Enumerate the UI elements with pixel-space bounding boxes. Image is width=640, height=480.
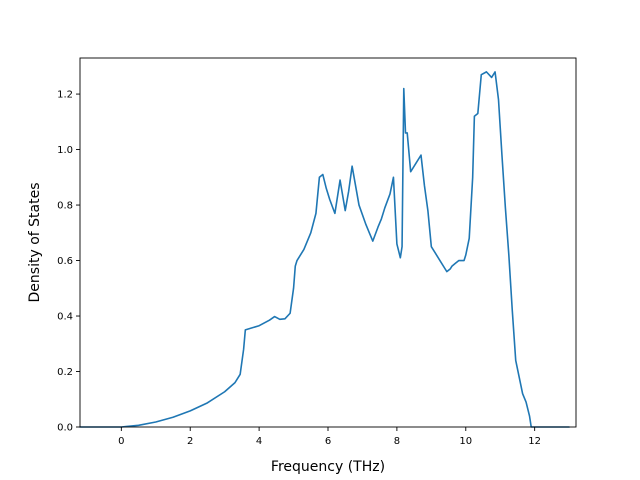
- y-tick-label: 0.2: [57, 367, 73, 378]
- x-axis-title: Frequency (THz): [271, 459, 385, 475]
- x-tick-label: 2: [187, 436, 193, 447]
- x-ticks: 0 2 4 6 8 10 12: [118, 427, 541, 447]
- dos-series-line: [79, 71, 570, 428]
- plot-area: [79, 71, 570, 428]
- y-tick-label: 1.0: [57, 145, 73, 156]
- x-tick-label: 4: [256, 436, 262, 447]
- y-tick-label: 0.4: [57, 312, 73, 323]
- x-tick-label: 8: [394, 436, 400, 447]
- x-tick-label: 12: [528, 436, 541, 447]
- y-tick-label: 0.6: [57, 256, 73, 267]
- axes-frame: [79, 57, 577, 428]
- x-tick-label: 10: [459, 436, 472, 447]
- y-tick-label: 0.0: [57, 423, 73, 434]
- x-tick-label: 6: [325, 436, 331, 447]
- x-tick-label: 0: [118, 436, 124, 447]
- y-axis-title: Density of States: [27, 183, 43, 303]
- y-tick-label: 0.8: [57, 201, 73, 212]
- y-tick-label: 1.2: [57, 90, 73, 101]
- y-ticks: 0.0 0.2 0.4 0.6 0.8 1.0 1.2: [57, 90, 80, 434]
